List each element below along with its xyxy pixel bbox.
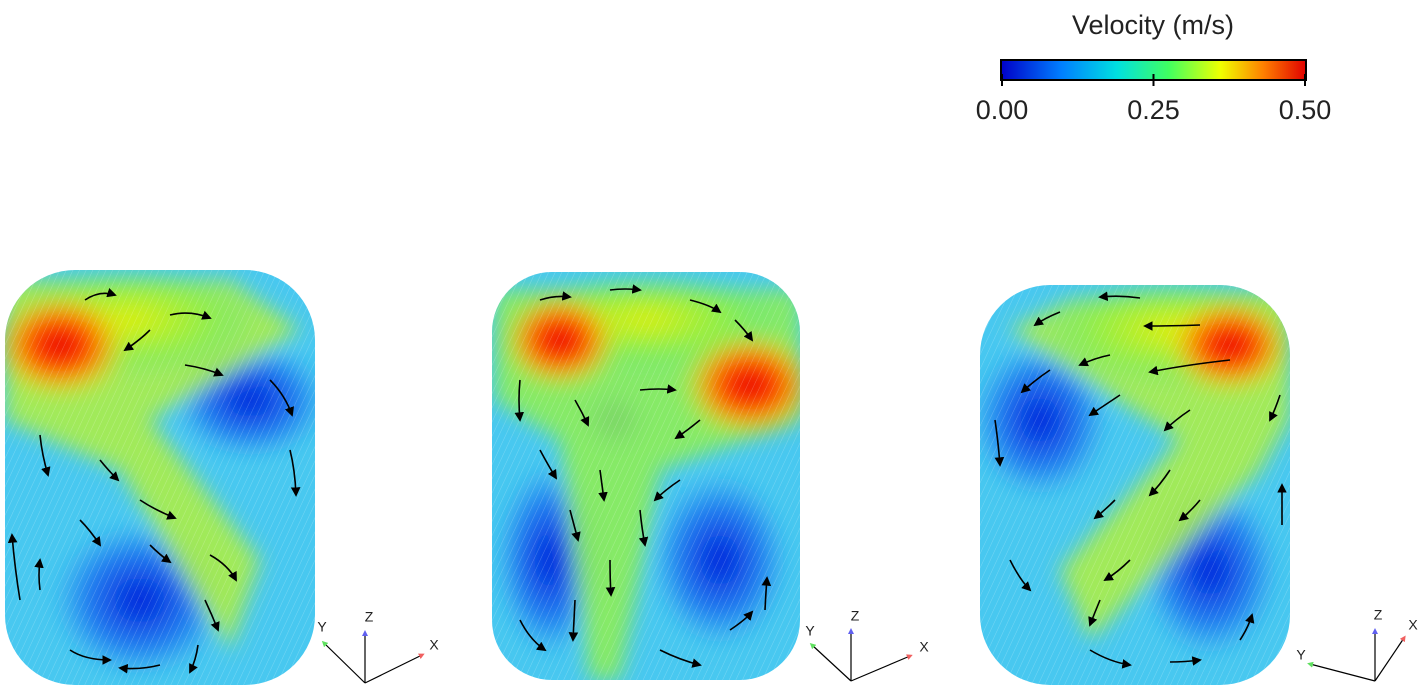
axis-label: Z xyxy=(851,608,860,624)
colorbar: Velocity (m/s) xyxy=(1000,10,1307,81)
tank-view xyxy=(5,270,315,685)
axis-label: X xyxy=(1408,617,1418,633)
colorbar-tick-label: 0.25 xyxy=(1127,95,1180,125)
colorbar-tick-label: 0.00 xyxy=(976,95,1029,125)
axis-label: Y xyxy=(1296,647,1306,663)
tank-view xyxy=(980,285,1290,685)
axis-label: Z xyxy=(365,609,374,625)
colorbar-title: Velocity (m/s) xyxy=(1072,10,1234,40)
axis-label: Z xyxy=(1374,607,1383,623)
tank-view xyxy=(492,272,800,680)
colorbar-tick-label: 0.50 xyxy=(1279,95,1332,125)
axis-label: Y xyxy=(805,623,815,639)
axis-triad: Z X Y xyxy=(805,608,929,682)
axis-label: X xyxy=(919,639,929,655)
axis-label: X xyxy=(429,637,439,653)
axis-label: Y xyxy=(317,619,327,635)
axis-triad: Z X Y xyxy=(317,609,439,684)
axis-triad: Z X Y xyxy=(1296,607,1418,682)
